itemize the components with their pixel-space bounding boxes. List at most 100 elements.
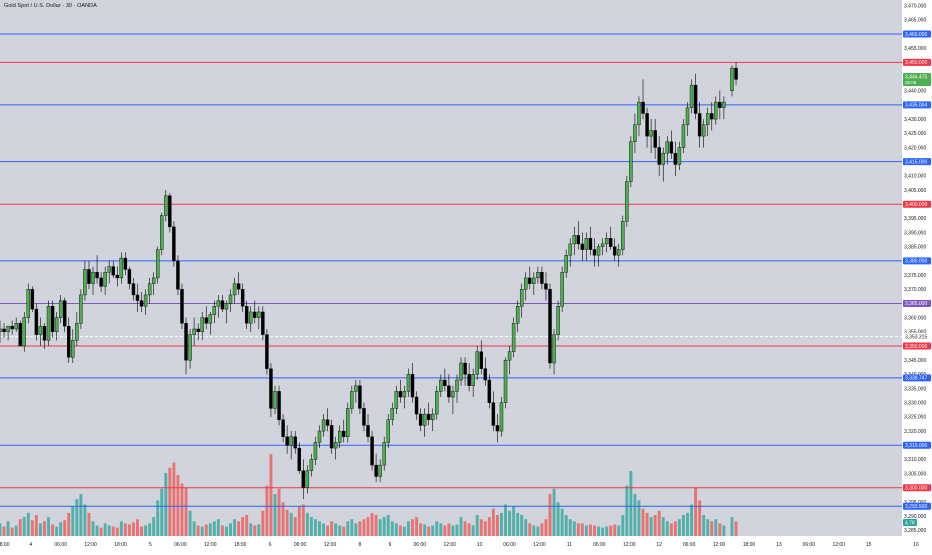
- candle-body: [576, 235, 581, 245]
- candle-body: [285, 436, 289, 446]
- candle-body: [22, 317, 26, 347]
- candle-body: [431, 413, 435, 420]
- volume-bar: [677, 519, 681, 536]
- volume-bar: [136, 519, 139, 536]
- volume-layer: [0, 454, 738, 536]
- candle-body: [321, 419, 326, 432]
- time-tick-label: 06:00: [414, 542, 427, 548]
- candle-body: [297, 447, 301, 471]
- volume-bar: [665, 521, 669, 536]
- volume-bar: [710, 521, 714, 536]
- volume-bar: [706, 519, 710, 536]
- time-tick-label: 12:00: [623, 542, 636, 548]
- volume-bar: [99, 527, 103, 536]
- volume-bar: [180, 483, 184, 536]
- price-tick-label: 3,375.000: [904, 273, 926, 279]
- volume-bar: [435, 521, 439, 536]
- candle-body: [107, 266, 111, 273]
- candle-body: [119, 257, 124, 279]
- candle-body: [548, 289, 552, 364]
- candle-body: [329, 425, 334, 449]
- candle-body: [657, 147, 661, 165]
- level-price-label: 3,300.000: [905, 486, 927, 492]
- volume-bar: [115, 527, 119, 536]
- volume-bar: [621, 515, 625, 536]
- candle-body: [467, 374, 471, 386]
- volume-bar: [427, 526, 431, 536]
- level-price-badge: [903, 158, 931, 166]
- candle-body: [503, 359, 508, 403]
- volume-bar: [398, 525, 402, 536]
- candle-body: [196, 328, 200, 333]
- candle-body: [685, 107, 690, 125]
- level-price-badge: [903, 200, 931, 208]
- volume-bar: [164, 473, 168, 536]
- volume-bar: [354, 523, 358, 536]
- volume-bar: [59, 522, 63, 536]
- candle-body: [309, 459, 314, 471]
- volume-bar: [411, 519, 414, 536]
- last-price-label: 3,444.475: [905, 75, 927, 81]
- candle-body: [232, 283, 237, 296]
- candle-body: [463, 362, 467, 375]
- volume-bar: [43, 521, 46, 536]
- price-axis-background: [902, 0, 932, 550]
- level-price-badge: [903, 101, 931, 109]
- level-price-badge: [903, 30, 931, 38]
- candle-body: [374, 464, 378, 477]
- candle-body: [362, 408, 366, 426]
- price-tick-label: 3,330.000: [904, 401, 926, 407]
- volume-bar: [698, 500, 702, 536]
- volume-bar: [544, 519, 548, 536]
- candle-body: [556, 306, 560, 335]
- candle-body: [378, 464, 382, 477]
- volume-bar: [584, 525, 588, 536]
- volume-bar: [593, 525, 596, 536]
- volume-bar: [342, 526, 346, 536]
- candle-body: [366, 425, 370, 437]
- candle-body: [42, 325, 47, 341]
- candle-body: [135, 294, 140, 301]
- volume-bar: [455, 524, 459, 536]
- volume-bar: [407, 521, 410, 536]
- volume-bar: [192, 521, 196, 536]
- candle-body: [697, 113, 702, 137]
- candle-body: [475, 351, 479, 375]
- time-tick-label: 18:00: [0, 542, 10, 548]
- volume-bar: [10, 527, 14, 536]
- candle-body: [317, 430, 322, 443]
- candle-body: [418, 413, 423, 426]
- candle-body: [103, 272, 107, 287]
- level-price-label: 3,415.000: [905, 159, 927, 165]
- level-price-label: 3,450.000: [905, 60, 927, 66]
- level-price-label: 3,338.747: [905, 376, 927, 382]
- candle-body: [313, 442, 318, 460]
- volume-bar: [374, 515, 378, 536]
- candle-body: [495, 425, 500, 432]
- candle-body: [370, 436, 374, 466]
- candle-body: [621, 221, 625, 250]
- candle-body: [584, 238, 589, 250]
- volume-bar: [576, 523, 580, 536]
- volume-bar: [702, 515, 706, 536]
- volume-bar: [87, 512, 91, 536]
- price-tick-label: 3,455.000: [904, 46, 926, 52]
- candle-body: [637, 101, 641, 125]
- volume-bar: [588, 524, 592, 536]
- time-tick-label-right: 16: [913, 542, 919, 548]
- candle-body: [653, 130, 657, 148]
- volume-bar: [613, 524, 617, 536]
- time-tick-label: 10: [477, 542, 483, 548]
- volume-bar: [18, 519, 22, 536]
- label-layer: 3,460.000 3,450.000 3,435.004 3,415.000 3,40…: [903, 30, 931, 527]
- level-layer: [0, 33, 902, 507]
- last-price-countdown: 25:08: [905, 80, 917, 85]
- volume-bar: [212, 521, 216, 536]
- volume-bar: [605, 526, 609, 536]
- volume-bar: [309, 517, 313, 536]
- candle-body: [633, 124, 637, 142]
- candle-body: [188, 334, 192, 361]
- time-tick-label: 12:00: [713, 542, 726, 548]
